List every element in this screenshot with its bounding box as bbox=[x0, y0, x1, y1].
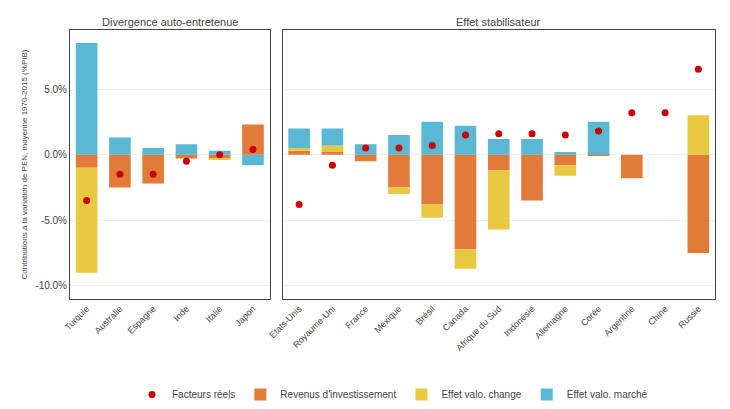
svg-text:Russie: Russie bbox=[676, 304, 703, 331]
svg-text:Inde: Inde bbox=[172, 304, 191, 323]
svg-text:Revenus d'investissement: Revenus d'investissement bbox=[280, 389, 396, 400]
svg-text:Facteurs réels: Facteurs réels bbox=[172, 389, 235, 400]
svg-text:0.0%: 0.0% bbox=[44, 149, 67, 160]
svg-text:Brésil: Brésil bbox=[414, 304, 437, 327]
svg-text:Effet valo. change: Effet valo. change bbox=[441, 389, 521, 400]
svg-text:France: France bbox=[343, 304, 370, 331]
svg-text:Chine: Chine bbox=[646, 304, 670, 328]
svg-text:Australie: Australie bbox=[93, 304, 125, 336]
svg-text:Espagne: Espagne bbox=[126, 304, 158, 336]
svg-text:Japon: Japon bbox=[233, 304, 257, 328]
svg-text:Divergence auto-entretenue: Divergence auto-entretenue bbox=[102, 16, 238, 28]
svg-text:Argentine: Argentine bbox=[602, 304, 636, 338]
svg-text:Corée: Corée bbox=[579, 304, 603, 328]
svg-text:Italie: Italie bbox=[204, 304, 225, 325]
svg-text:Contributions à la variation d: Contributions à la variation de PEN, moy… bbox=[20, 49, 29, 279]
svg-text:Etats-Unis: Etats-Unis bbox=[267, 303, 304, 340]
svg-text:Afrique du Sud: Afrique du Sud bbox=[454, 304, 503, 353]
svg-text:Effet stabilisateur: Effet stabilisateur bbox=[456, 16, 541, 28]
svg-text:-10.0%: -10.0% bbox=[35, 280, 67, 291]
svg-text:Indonésie: Indonésie bbox=[502, 304, 537, 339]
svg-text:Royaume-Uni: Royaume-Uni bbox=[291, 304, 337, 350]
svg-text:Mexique: Mexique bbox=[372, 304, 403, 335]
svg-text:-5.0%: -5.0% bbox=[41, 215, 67, 226]
svg-text:Turquie: Turquie bbox=[63, 304, 91, 332]
svg-text:5.0%: 5.0% bbox=[44, 84, 67, 95]
svg-text:Canada: Canada bbox=[441, 304, 470, 333]
svg-text:Effet valo. marché: Effet valo. marché bbox=[567, 389, 648, 400]
svg-text:Allemagne: Allemagne bbox=[533, 304, 570, 341]
